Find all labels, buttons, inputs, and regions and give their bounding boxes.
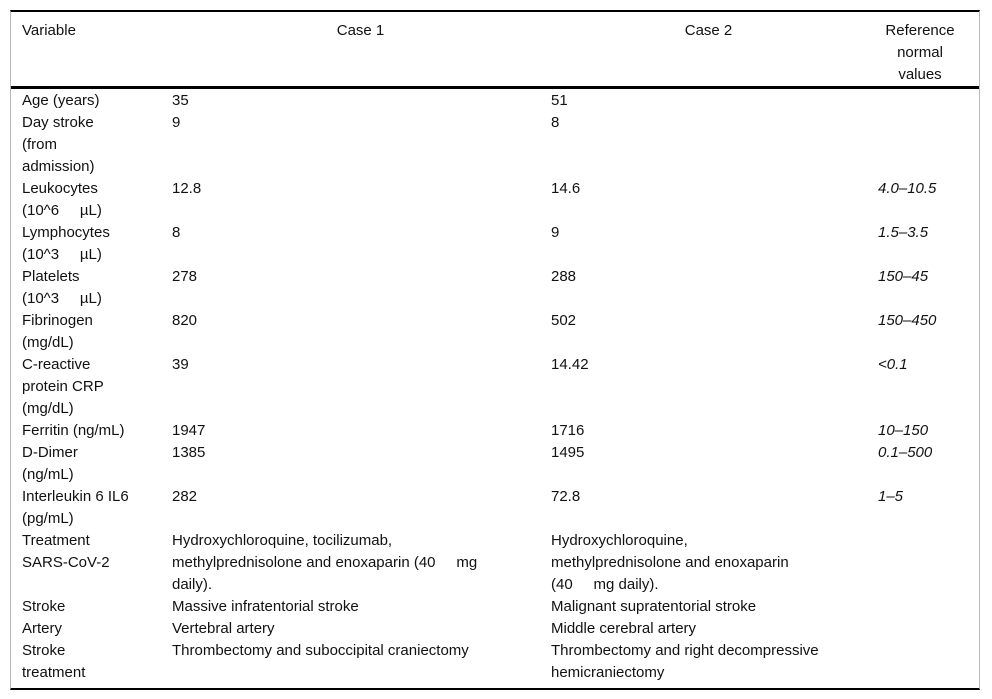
cell-reference: 4.0–10.5 — [878, 180, 937, 197]
cell-case1: 9 — [172, 114, 181, 131]
cell-case2: 9 — [551, 224, 560, 241]
cell-variable: Interleukin 6 IL6 (pg/mL) — [22, 488, 129, 527]
cell-case1: 8 — [172, 224, 181, 241]
cell-case2: 72.8 — [551, 488, 581, 505]
table-row: Artery Vertebral artery Middle cerebral ar… — [11, 618, 979, 640]
cell-reference: 1–5 — [878, 488, 904, 505]
cell-variable: Platelets (10^3 µL) — [22, 268, 102, 307]
cell-case1: 35 — [172, 92, 189, 109]
case-comparison-table: Variable Case 1 Case 2 Reference normal … — [10, 10, 980, 690]
cell-case1: Vertebral artery — [172, 620, 275, 637]
cell-case1: Massive infratentorial stroke — [172, 598, 359, 615]
cell-case1: 282 — [172, 488, 198, 505]
table-row: Leukocytes (10^6 µL) 12.8 14.6 4.0–10.5 — [11, 178, 979, 222]
cell-variable: Age (years) — [22, 92, 100, 109]
cell-case2: 1495 — [551, 444, 585, 461]
cell-case1: 820 — [172, 312, 198, 329]
cell-case2: Hydroxychloroquine, methylprednisolone a… — [551, 532, 789, 593]
cell-variable: Fibrinogen (mg/dL) — [22, 312, 93, 351]
table-row: Platelets (10^3 µL) 278 288 150–45 — [11, 266, 979, 310]
cell-case1: 1947 — [172, 422, 206, 439]
cell-reference: 150–45 — [878, 268, 929, 285]
table-row: Interleukin 6 IL6 (pg/mL) 282 72.8 1–5 — [11, 486, 979, 530]
cell-case2: 8 — [551, 114, 560, 131]
table-body: Age (years) 35 51 Day stroke (from admissio… — [11, 89, 979, 688]
cell-case1: 39 — [172, 356, 189, 373]
table-row: Day stroke (from admission) 9 8 — [11, 112, 979, 178]
header-variable: Variable — [22, 22, 76, 39]
table-row: Lymphocytes (10^3 µL) 8 9 1.5–3.5 — [11, 222, 979, 266]
cell-variable: Lymphocytes (10^3 µL) — [22, 224, 110, 263]
cell-reference: 10–150 — [878, 422, 929, 439]
cell-variable: Artery — [22, 620, 63, 637]
cell-variable: Stroke treatment — [22, 642, 86, 681]
cell-case1: 278 — [172, 268, 198, 285]
cell-case1: 12.8 — [172, 180, 202, 197]
cell-case1: 1385 — [172, 444, 206, 461]
table-row: Age (years) 35 51 — [11, 90, 979, 112]
cell-case2: 1716 — [551, 422, 585, 439]
cell-case2: Middle cerebral artery — [551, 620, 697, 637]
cell-variable: Leukocytes (10^6 µL) — [22, 180, 102, 219]
cell-variable: Stroke — [22, 598, 66, 615]
cell-case2: 14.42 — [551, 356, 589, 373]
cell-variable: D-Dimer (ng/mL) — [22, 444, 78, 483]
cell-case2: 288 — [551, 268, 577, 285]
table-row: Treatment SARS-CoV-2 Hydroxychloroquine, … — [11, 530, 979, 596]
cell-case1: Hydroxychloroquine, tocilizumab, methylp… — [172, 532, 478, 593]
cell-case2: 502 — [551, 312, 577, 329]
cell-reference: <0.1 — [878, 356, 908, 373]
header-case1: Case 1 — [336, 22, 385, 39]
table-row: C-reactive protein CRP (mg/dL) 39 14.42 <0.… — [11, 354, 979, 420]
cell-reference: 1.5–3.5 — [878, 224, 929, 241]
cell-variable: Ferritin (ng/mL) — [22, 422, 125, 439]
table-row: Stroke treatment Thrombectomy and subocci… — [11, 640, 979, 684]
cell-case1: Thrombectomy and suboccipital craniectom… — [172, 642, 469, 659]
cell-reference: 0.1–500 — [878, 444, 933, 461]
header-case2: Case 2 — [684, 22, 733, 39]
cell-reference: 150–450 — [878, 312, 937, 329]
table-row: Fibrinogen (mg/dL) 820 502 150–450 — [11, 310, 979, 354]
table-row: Ferritin (ng/mL) 1947 1716 10–150 — [11, 420, 979, 442]
cell-case2: 51 — [551, 92, 568, 109]
table-row: D-Dimer (ng/mL) 1385 1495 0.1–500 — [11, 442, 979, 486]
table-header-row: Variable Case 1 Case 2 Reference normal … — [11, 12, 979, 89]
cell-case2: Thrombectomy and right decompressive hem… — [551, 642, 819, 681]
cell-variable: Treatment SARS-CoV-2 — [22, 532, 110, 571]
table-row: Stroke Massive infratentorial stroke Malig… — [11, 596, 979, 618]
cell-variable: C-reactive protein CRP (mg/dL) — [22, 356, 104, 417]
cell-case2: Malignant supratentorial stroke — [551, 598, 757, 615]
cell-case2: 14.6 — [551, 180, 581, 197]
header-reference-values: Reference normal values — [885, 22, 955, 83]
cell-variable: Day stroke (from admission) — [22, 114, 95, 175]
